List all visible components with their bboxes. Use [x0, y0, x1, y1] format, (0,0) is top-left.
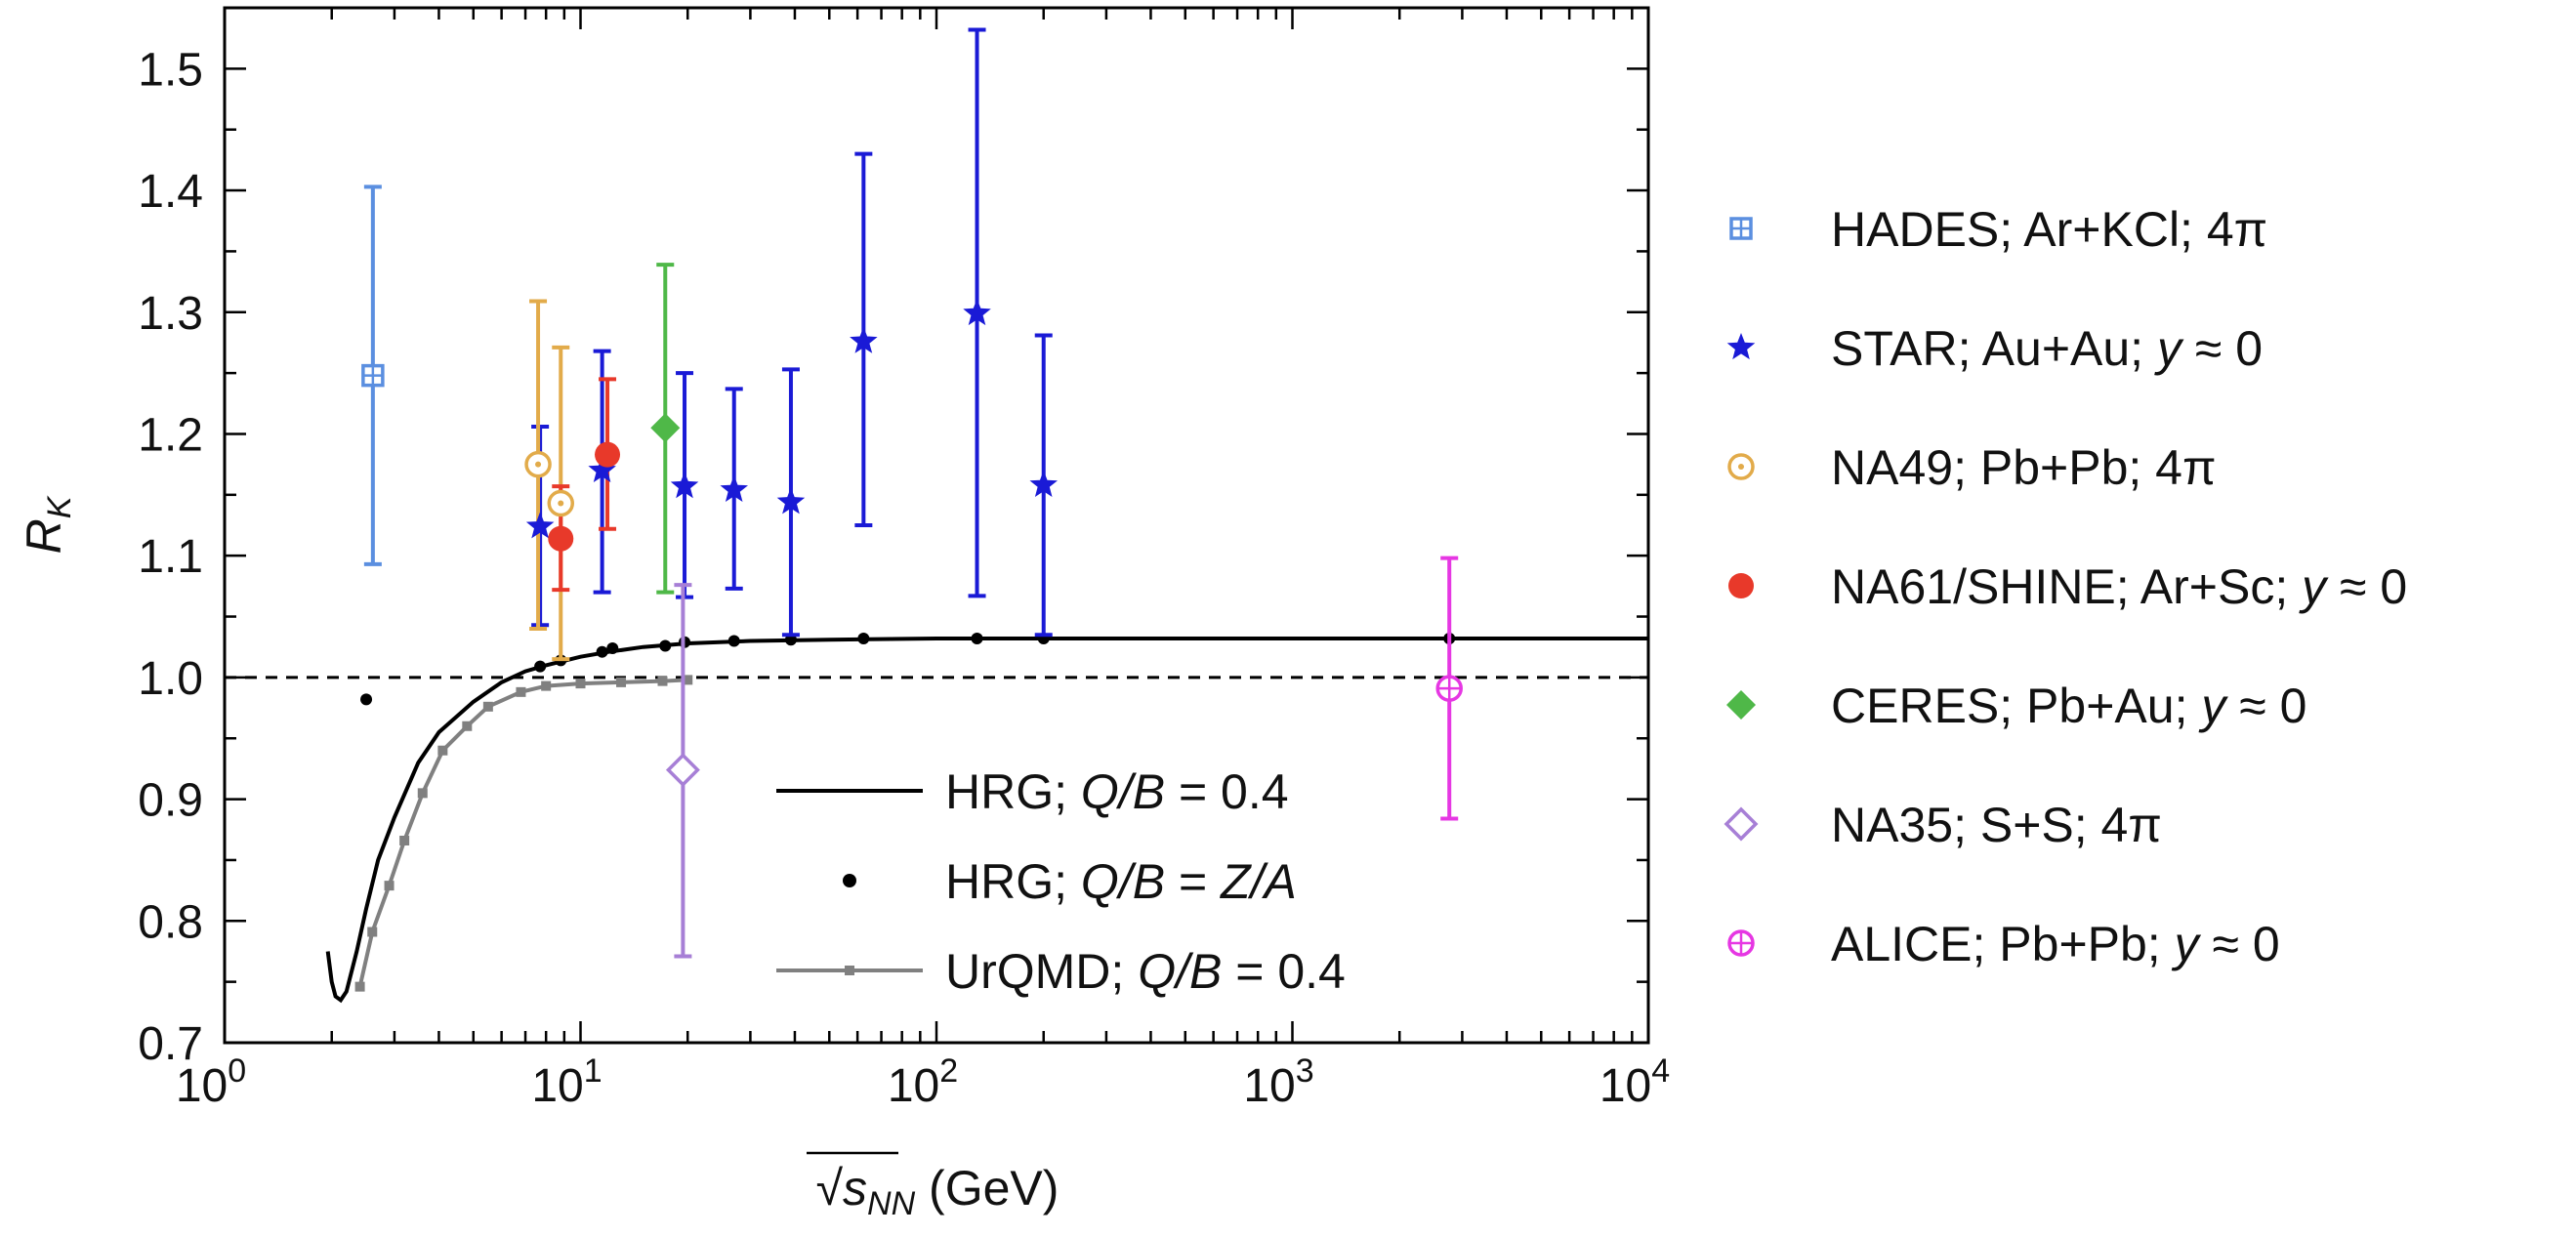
y-tick-label: 1.4	[138, 166, 203, 218]
urqmd-point	[437, 745, 448, 756]
urqmd-point	[683, 675, 693, 685]
x-tick-label: 104	[1600, 1052, 1670, 1112]
na35-legend-label: NA35; S+S; 4π	[1831, 798, 2162, 852]
na61-marker	[548, 525, 574, 552]
hrg-line-legend-label: HRG; Q/B = 0.4	[945, 764, 1289, 819]
plot-frame	[223, 6, 1650, 1045]
na61-marker	[595, 441, 621, 468]
model-curves	[325, 632, 1648, 1004]
y-tick-labels: 0.7 0.8 0.9 1.0 1.1 1.2 1.3 1.4 1.5	[138, 44, 203, 1070]
urqmd-point	[384, 881, 395, 891]
y-tick-label: 1.2	[138, 409, 203, 461]
urqmd-point	[657, 676, 668, 686]
y-tick-label: 0.9	[138, 775, 203, 827]
star-marker	[776, 487, 806, 515]
alice-legend-label: ALICE; Pb+Pb; y ≈ 0	[1831, 917, 2280, 971]
ceres-legend-label: CERES; Pb+Au; y ≈ 0	[1831, 679, 2306, 733]
hades-legend-label: HADES; Ar+KCl; 4π	[1831, 202, 2267, 257]
x-tick-label: 103	[1243, 1052, 1313, 1112]
y-axis-label: RK	[17, 495, 78, 554]
star-marker	[1029, 470, 1058, 497]
hades-legend-marker	[1729, 217, 1753, 240]
hrg-dots-point	[606, 641, 619, 654]
urqmd-curve	[357, 678, 688, 988]
star-marker	[525, 512, 555, 539]
star-marker	[963, 299, 991, 326]
star-legend-label: STAR; Au+Au; y ≈ 0	[1831, 321, 2263, 376]
urqmd-point	[616, 677, 627, 687]
data-legend: HADES; Ar+KCl; 4π STAR; Au+Au; y ≈ 0 NA49;…	[1724, 202, 2407, 971]
ceres-legend-marker	[1726, 690, 1756, 720]
y-tick-label: 1.1	[138, 531, 203, 583]
x-tick-label: 101	[531, 1052, 602, 1112]
data-markers	[361, 299, 1463, 788]
na61-legend-marker	[1728, 573, 1754, 598]
alice-legend-marker	[1727, 929, 1755, 957]
urqmd-point	[516, 686, 526, 697]
na35-legend-marker	[1724, 806, 1759, 842]
na49-marker	[524, 450, 552, 478]
urqmd-point	[575, 679, 586, 689]
urqmd-point	[399, 835, 410, 845]
urqmd-legend-label: UrQMD; Q/B = 0.4	[945, 944, 1346, 999]
hrg-dots-point	[857, 632, 870, 644]
y-tick-label: 1.3	[138, 288, 203, 340]
urqmd-point	[462, 721, 473, 731]
model-legend: HRG; Q/B = 0.4 HRG; Q/B = Z/A UrQMD; Q/B =…	[776, 764, 1346, 999]
star-legend-marker	[1726, 333, 1756, 360]
y-tick-label: 1.0	[138, 653, 203, 705]
error-bars	[363, 27, 1459, 959]
na49-legend-label: NA49; Pb+Pb; 4π	[1831, 440, 2216, 495]
urqmd-legend-sample-point	[845, 966, 854, 975]
x-tick-labels: 100 101 102 103 104	[176, 1052, 1670, 1112]
hrg-line-curve	[325, 637, 1648, 1004]
y-tick-label: 1.5	[138, 44, 203, 96]
y-tick-label: 0.8	[138, 896, 203, 948]
hrg-dots-legend-label: HRG; Q/B = Z/A	[945, 854, 1297, 909]
na35-marker	[665, 753, 700, 788]
hrg-dots-point	[360, 693, 373, 706]
hrg-dots-point	[596, 645, 608, 658]
star-marker	[720, 474, 748, 502]
urqmd-point	[354, 981, 365, 992]
hades-marker	[361, 363, 385, 388]
na61-legend-label: NA61/SHINE; Ar+Sc; y ≈ 0	[1831, 559, 2407, 614]
hrg-dots-legend-sample	[843, 874, 856, 887]
ceres-marker	[650, 413, 681, 443]
svg-text:√sNN (GeV): √sNN (GeV)	[816, 1161, 1059, 1222]
hrg-dots-point	[659, 639, 672, 652]
axis-ticks	[223, 8, 1650, 1045]
na49-legend-marker	[1727, 453, 1755, 480]
urqmd-point	[482, 701, 493, 712]
x-tick-label: 100	[176, 1052, 246, 1112]
star-marker	[850, 326, 878, 353]
star-marker	[670, 472, 699, 499]
urqmd-point	[417, 788, 428, 799]
urqmd-point	[367, 927, 378, 937]
hrg-dots-point	[534, 660, 547, 673]
hrg-dots-point	[971, 632, 983, 644]
hrg-dots-point	[727, 635, 740, 647]
x-tick-label: 102	[888, 1052, 958, 1112]
na49-marker	[547, 489, 575, 517]
y-tick-label: 0.7	[138, 1018, 203, 1070]
x-axis-label: √sNN (GeV)	[807, 1151, 1059, 1222]
star-marker	[588, 455, 616, 482]
urqmd-point	[541, 680, 552, 691]
alice-marker	[1435, 675, 1463, 702]
